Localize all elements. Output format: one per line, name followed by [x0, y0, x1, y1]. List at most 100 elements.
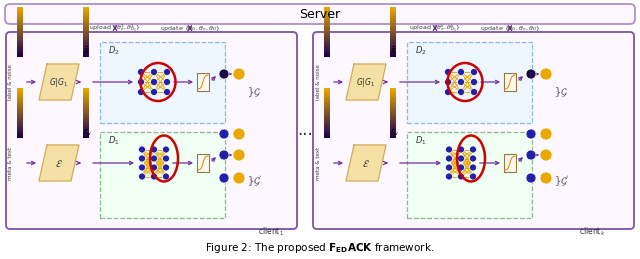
Circle shape [233, 172, 245, 184]
Bar [83, 8, 89, 10]
Bar [83, 103, 89, 104]
Bar [324, 29, 330, 31]
Bar [324, 125, 330, 127]
Bar [83, 45, 89, 47]
Bar [324, 49, 330, 51]
Text: label & noise: label & noise [8, 64, 13, 100]
Bar [390, 45, 396, 47]
Bar [324, 39, 330, 41]
Text: $\}\mathcal{G}$: $\}\mathcal{G}$ [247, 85, 261, 99]
Bar [17, 115, 23, 117]
Bar [17, 104, 23, 105]
Bar [17, 53, 23, 54]
Bar [83, 112, 89, 114]
Circle shape [540, 68, 552, 80]
Bar [407, 132, 532, 218]
Bar [17, 136, 23, 138]
Bar [17, 129, 23, 131]
Bar [83, 53, 89, 54]
Bar [17, 32, 23, 33]
Bar [390, 124, 396, 126]
Bar [390, 119, 396, 120]
Text: $\mathcal{E}$: $\mathcal{E}$ [362, 157, 370, 169]
Bar [324, 11, 330, 13]
Circle shape [138, 155, 145, 162]
Bar [17, 135, 23, 137]
Bar [390, 107, 396, 109]
Bar [83, 135, 89, 137]
Circle shape [138, 68, 145, 76]
Bar [83, 25, 89, 27]
Bar [324, 133, 330, 134]
Bar [83, 104, 89, 105]
Bar [324, 129, 330, 131]
Bar [17, 44, 23, 46]
Circle shape [458, 89, 465, 96]
Circle shape [470, 173, 477, 180]
Bar [83, 48, 89, 49]
Bar [17, 48, 23, 49]
Circle shape [138, 78, 145, 85]
Bar [17, 52, 23, 53]
Bar [324, 38, 330, 40]
Bar [83, 89, 89, 90]
Bar [83, 119, 89, 120]
Bar [17, 88, 23, 89]
Bar [83, 126, 89, 128]
Bar [390, 123, 396, 124]
Bar [390, 47, 396, 48]
Bar [324, 89, 330, 90]
Polygon shape [39, 145, 79, 181]
Circle shape [540, 149, 552, 161]
Bar [83, 101, 89, 103]
Bar [390, 135, 396, 137]
Bar [83, 49, 89, 51]
Bar [324, 97, 330, 99]
Bar [324, 131, 330, 133]
Bar [390, 25, 396, 27]
Bar [83, 130, 89, 132]
Bar [390, 20, 396, 22]
Bar [83, 111, 89, 113]
Text: label & noise: label & noise [316, 64, 321, 100]
Bar [17, 14, 23, 16]
Bar [83, 18, 89, 19]
Bar [17, 30, 23, 32]
Bar [83, 54, 89, 56]
Bar [324, 106, 330, 108]
Bar [390, 15, 396, 17]
Bar [17, 109, 23, 111]
Bar [83, 110, 89, 112]
Bar [324, 30, 330, 32]
Bar [390, 121, 396, 123]
Bar [17, 25, 23, 27]
Polygon shape [346, 64, 386, 100]
Bar [390, 88, 396, 89]
Bar [17, 29, 23, 31]
Bar [83, 99, 89, 100]
Bar [83, 129, 89, 131]
Bar [390, 11, 396, 13]
Bar [17, 114, 23, 116]
Circle shape [540, 128, 552, 140]
Bar [390, 14, 396, 16]
Bar [17, 37, 23, 38]
Bar [17, 13, 23, 15]
Text: ...: ... [297, 121, 313, 139]
Bar [17, 43, 23, 45]
Bar [324, 95, 330, 97]
Bar [83, 100, 89, 102]
FancyBboxPatch shape [6, 32, 297, 229]
Bar [83, 17, 89, 18]
Bar [324, 111, 330, 113]
Bar [324, 105, 330, 107]
Bar [17, 112, 23, 114]
Circle shape [445, 155, 452, 162]
Circle shape [458, 155, 465, 162]
Bar [17, 106, 23, 108]
Text: $\mathrm{client}_{1}$: $\mathrm{client}_{1}$ [257, 225, 284, 238]
Circle shape [163, 68, 170, 76]
Bar [17, 89, 23, 90]
Bar [390, 136, 396, 138]
Bar [17, 97, 23, 99]
